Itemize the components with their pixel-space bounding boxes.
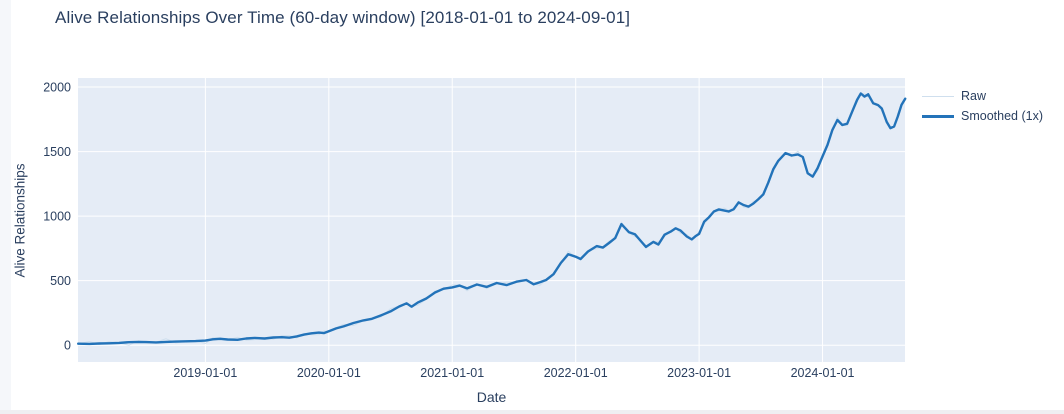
legend: Raw Smoothed (1x) <box>922 86 1043 126</box>
smoothed-line-sample-icon <box>922 114 954 118</box>
x-tick-label: 2019-01-01 <box>173 366 237 380</box>
y-tick-label: 1000 <box>43 210 71 224</box>
x-tick-label: 2021-01-01 <box>420 366 484 380</box>
page-edge-left <box>0 0 11 414</box>
x-axis-title: Date <box>476 389 507 405</box>
plot-area[interactable] <box>78 78 905 362</box>
y-axis-title: Alive Relationships <box>12 163 28 278</box>
x-tick-label: 2023-01-01 <box>667 366 731 380</box>
y-tick-label: 2000 <box>43 81 71 95</box>
y-tick-label: 0 <box>64 339 71 353</box>
page-edge-bottom <box>0 410 1064 414</box>
legend-label-raw: Raw <box>961 89 987 103</box>
x-tick-label: 2020-01-01 <box>297 366 361 380</box>
raw-line-sample-icon <box>922 95 954 97</box>
x-tick-label: 2024-01-01 <box>791 366 855 380</box>
legend-item-raw[interactable]: Raw <box>922 86 1043 106</box>
y-tick-label: 1500 <box>43 145 71 159</box>
y-tick-label: 500 <box>50 274 71 288</box>
legend-item-smoothed[interactable]: Smoothed (1x) <box>922 106 1043 126</box>
chart-title: Alive Relationships Over Time (60-day wi… <box>55 8 631 27</box>
x-tick-label: 2022-01-01 <box>544 366 608 380</box>
legend-label-smoothed: Smoothed (1x) <box>961 109 1043 123</box>
smoothed-line[interactable] <box>77 92 907 346</box>
